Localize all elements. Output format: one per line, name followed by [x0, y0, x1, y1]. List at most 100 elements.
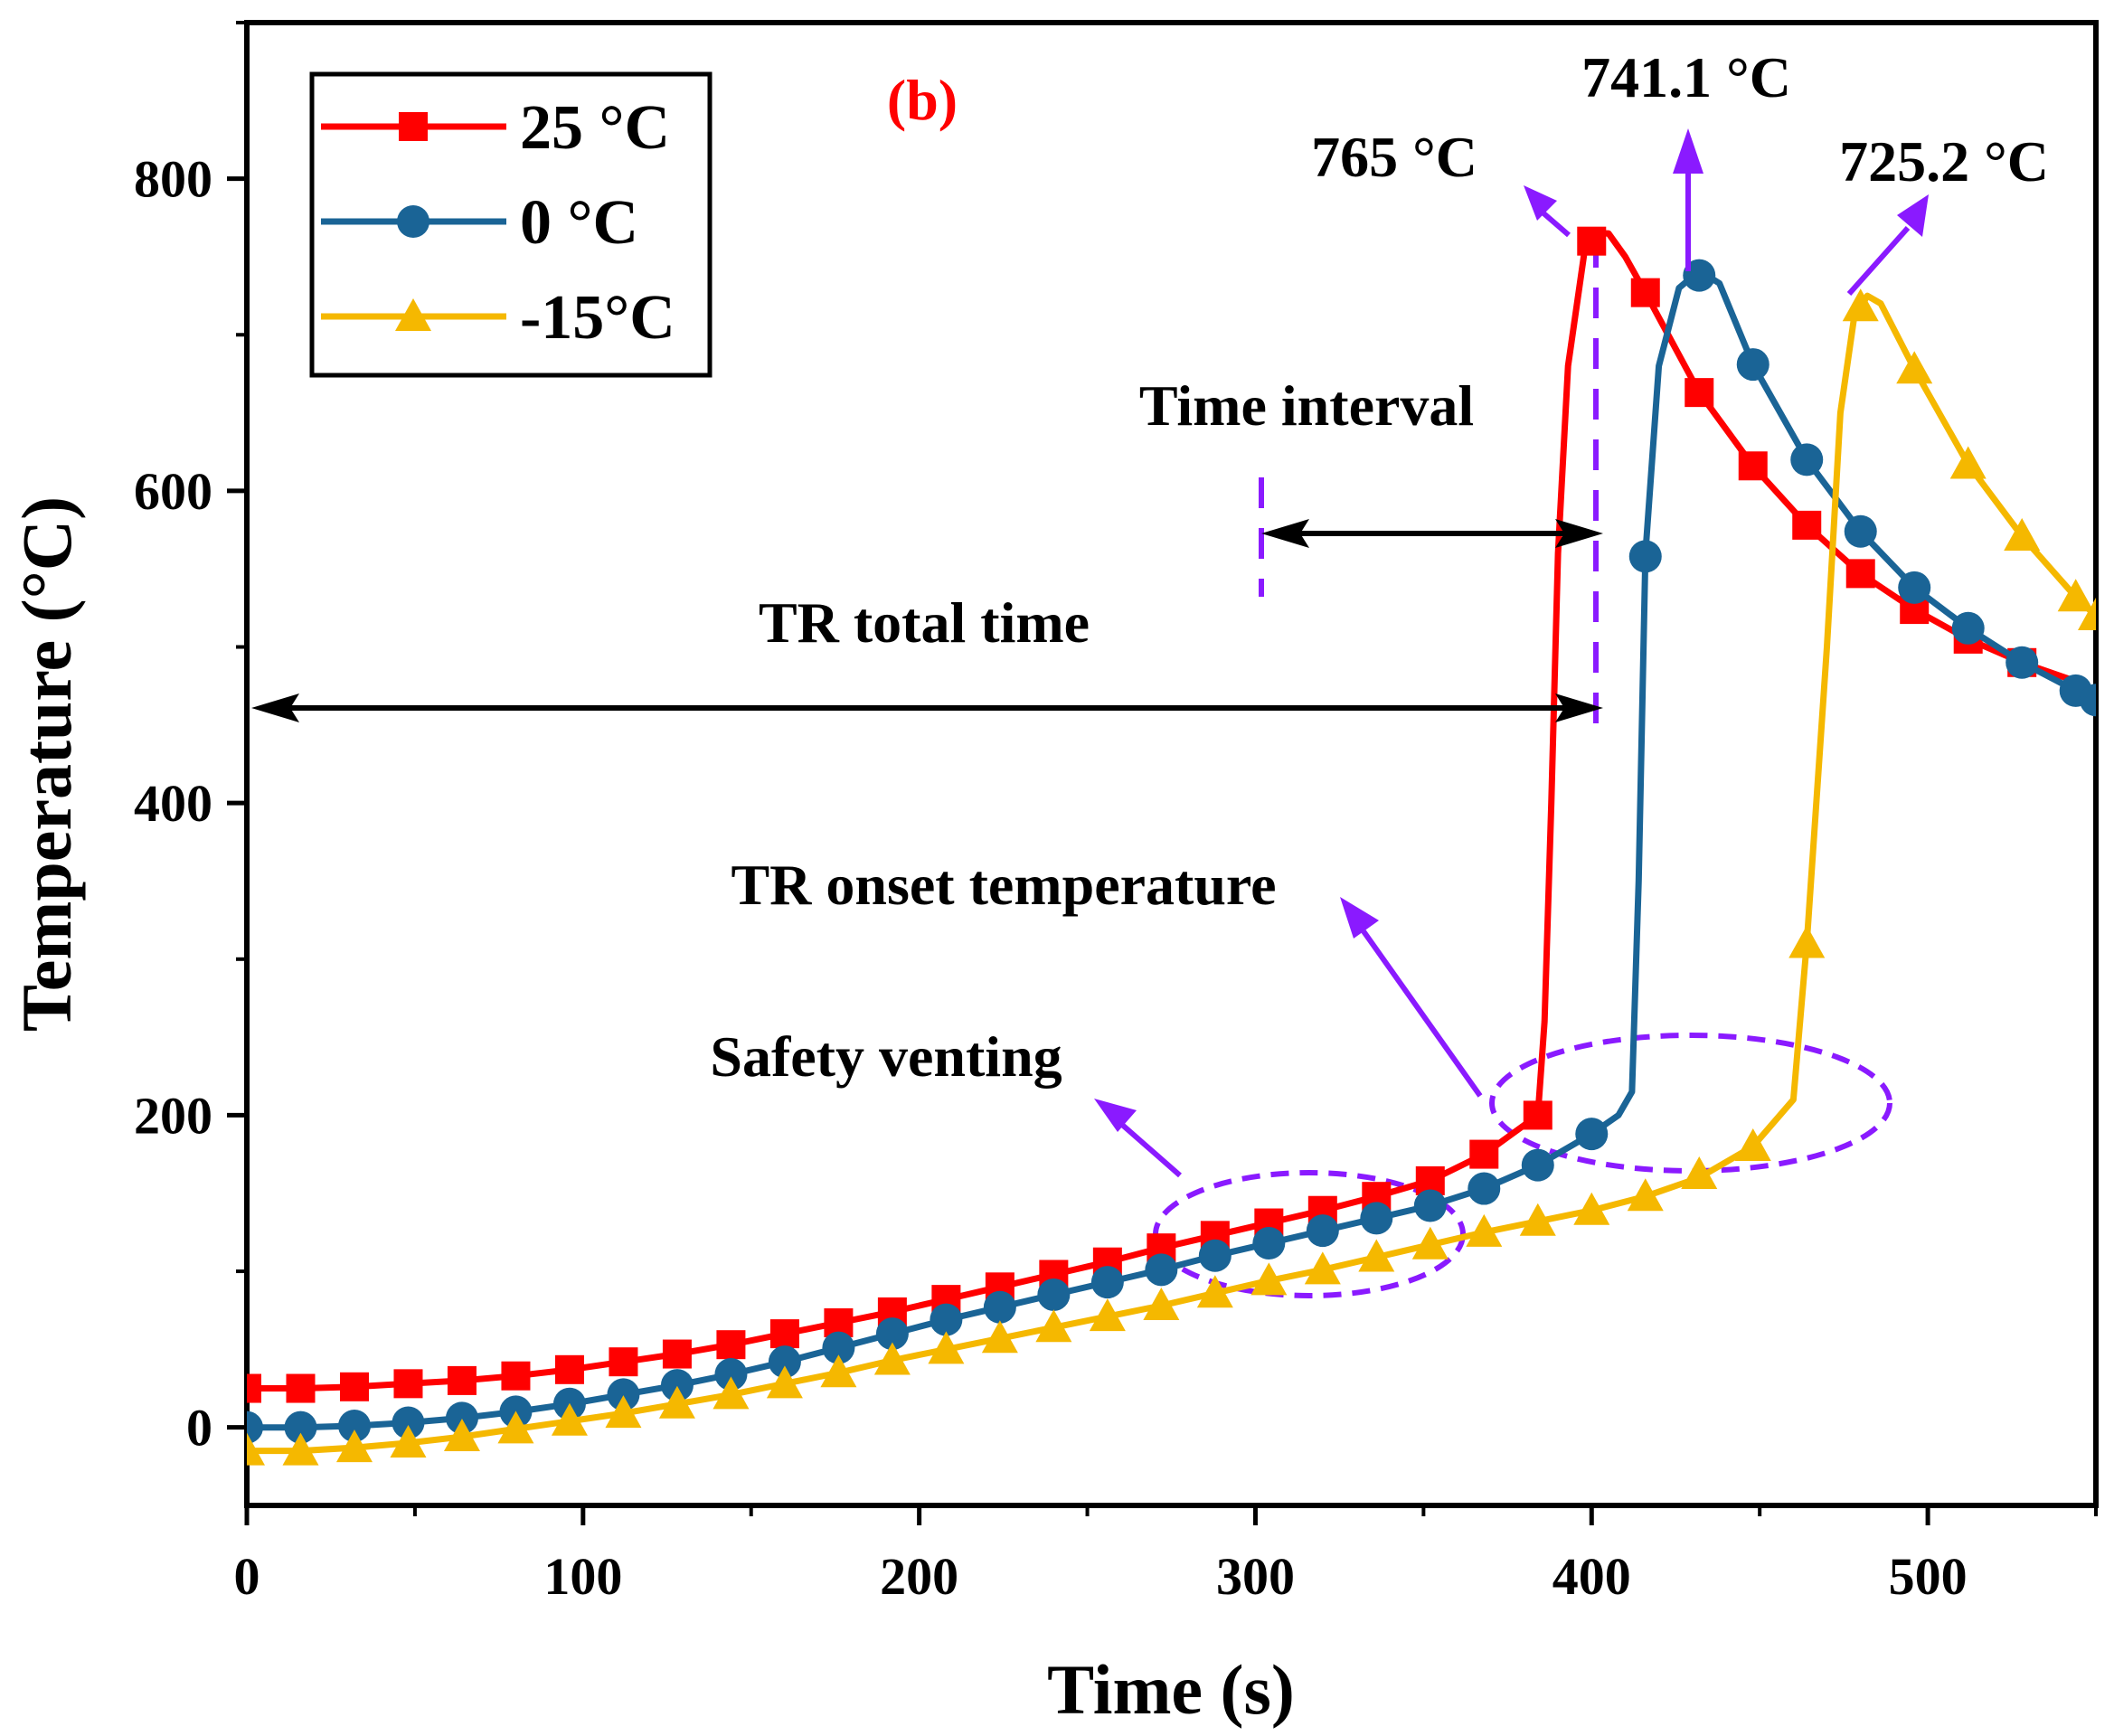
x-tick-label: 500 [1889, 1547, 1968, 1606]
data-point-0c [1736, 348, 1770, 382]
data-point-0c [930, 1303, 963, 1336]
data-point-minus15c [2057, 579, 2094, 612]
data-point-25c [1738, 451, 1768, 481]
y-axis-label: Temperature (°C) [7, 496, 86, 1032]
data-point-0c [284, 1410, 317, 1444]
data-point-0c [1898, 571, 1931, 604]
legend-marker-0c [397, 205, 429, 238]
data-point-25c [609, 1347, 638, 1377]
data-point-25c [554, 1354, 584, 1384]
peak-minus15-label: 725.2 °C [1839, 129, 2049, 193]
tr-total-time-arrowhead-left [251, 693, 299, 722]
data-point-minus15c [1304, 1251, 1341, 1285]
series-minus15c [247, 288, 2096, 1466]
data-point-minus15c [1788, 925, 1826, 958]
x-tick-label: 200 [880, 1547, 958, 1606]
data-point-25c [447, 1365, 477, 1395]
tr-total-time-label: TR total time [759, 590, 1090, 655]
data-point-minus15c [873, 1342, 911, 1375]
x-tick-label: 400 [1552, 1547, 1631, 1606]
data-point-0c [392, 1406, 425, 1439]
data-point-minus15c [497, 1410, 534, 1444]
data-point-0c [1521, 1148, 1554, 1182]
data-point-minus15c [605, 1395, 642, 1429]
legend-entries: 25 °C 0 °C -15°C [321, 93, 675, 353]
data-point-0c [1628, 540, 1662, 573]
data-point-25c [716, 1330, 746, 1360]
data-point-0c [2005, 646, 2039, 679]
data-point-0c [1575, 1118, 1609, 1151]
data-point-25c [1845, 559, 1875, 589]
data-point-25c [1469, 1139, 1499, 1169]
data-point-0c [822, 1331, 855, 1364]
tr-onset-label: TR onset temperature [731, 853, 1276, 917]
y-tick-label: 600 [134, 462, 212, 521]
data-point-25c [662, 1339, 692, 1369]
data-point-minus15c [335, 1429, 373, 1463]
data-point-0c [445, 1401, 478, 1435]
safety-venting-arrow [1119, 1121, 1182, 1178]
legend: 25 °C 0 °C -15°C [309, 71, 713, 378]
interval-arrows [251, 519, 1603, 722]
data-point-25c [1577, 226, 1607, 256]
y-tick-label: 200 [134, 1086, 212, 1145]
data-point-0c [768, 1345, 801, 1379]
y-tick-label: 0 [186, 1399, 212, 1458]
data-point-minus15c [2004, 517, 2041, 551]
tr-onset-ellipse [1489, 1033, 1892, 1174]
data-point-minus15c [1143, 1288, 1180, 1321]
data-point-minus15c [1519, 1203, 1556, 1236]
data-point-25c [1685, 378, 1714, 408]
data-point-minus15c [766, 1365, 803, 1399]
data-point-25c [247, 1373, 261, 1403]
data-point-25c [339, 1372, 369, 1401]
data-point-minus15c [658, 1385, 695, 1419]
data-point-0c [875, 1317, 909, 1351]
data-point-minus15c [551, 1402, 588, 1436]
data-point-0c [1306, 1214, 1339, 1248]
data-point-minus15c [820, 1354, 857, 1388]
peak-minus15-arrowhead [1897, 194, 1929, 237]
peak-25-arrowhead [1524, 185, 1557, 221]
data-point-0c [337, 1409, 371, 1442]
data-point-minus15c [1896, 351, 1933, 384]
x-tick-label: 0 [234, 1547, 260, 1606]
data-point-minus15c [1466, 1213, 1503, 1247]
peak-0-label: 741.1 °C [1581, 45, 1791, 109]
data-point-minus15c [1411, 1226, 1449, 1260]
data-point-0c [607, 1378, 640, 1411]
plot-frame [244, 20, 2099, 1508]
data-point-0c [660, 1369, 694, 1402]
x-tick-label: 100 [543, 1547, 622, 1606]
peak-25-label: 765 °C [1311, 125, 1477, 189]
data-point-0c [1090, 1266, 1124, 1299]
legend-marker-minus15c [395, 298, 431, 331]
safety-venting-label: Safety venting [710, 1024, 1062, 1089]
series-layer [247, 226, 2096, 1466]
y-tick-label: 400 [134, 774, 212, 833]
legend-label-25c: 25 °C [520, 93, 670, 163]
data-point-minus15c [928, 1331, 965, 1364]
data-point-0c [1951, 611, 1985, 645]
data-point-minus15c [1196, 1275, 1233, 1308]
data-point-minus15c [1949, 446, 1987, 479]
x-axis-label: Time (s) [1047, 1650, 1295, 1729]
peak-minus15-arrow [1846, 226, 1911, 296]
time-interval-arrowhead-left [1261, 519, 1309, 548]
data-point-0c [1468, 1172, 1501, 1205]
data-point-0c [1790, 443, 1824, 476]
data-point-25c [393, 1369, 423, 1399]
x-tick-label: 300 [1216, 1547, 1295, 1606]
data-point-0c [2080, 684, 2096, 717]
data-point-0c [1683, 259, 1716, 292]
data-point-25c [1523, 1100, 1552, 1130]
tr-total-time-arrowhead-right [1555, 693, 1603, 722]
legend-label-0c: 0 °C [520, 188, 638, 258]
panel-label: (b) [887, 68, 958, 132]
data-point-minus15c [1842, 288, 1879, 322]
data-point-minus15c [247, 1432, 265, 1466]
data-point-0c [1360, 1202, 1393, 1235]
tr-onset-arrowhead [1340, 897, 1379, 939]
data-point-25c [769, 1319, 799, 1349]
